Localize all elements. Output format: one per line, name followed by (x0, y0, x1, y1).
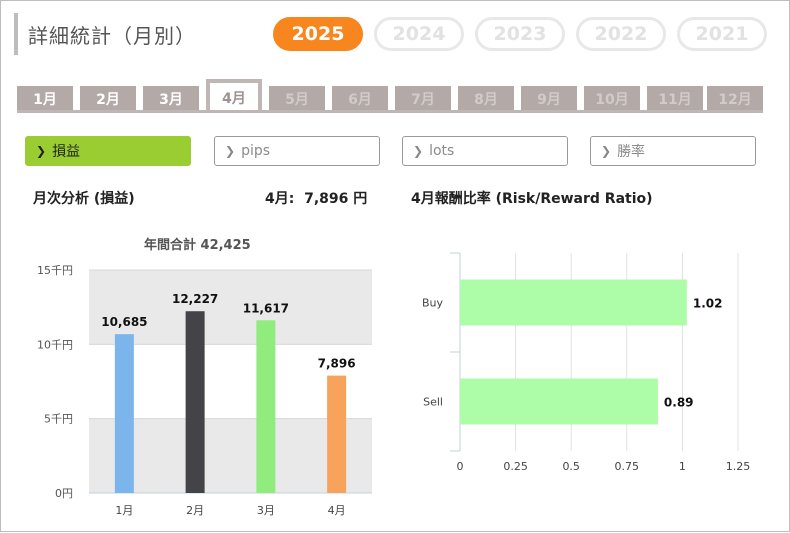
month-tab[interactable]: 2月 (80, 86, 136, 112)
ratio-title: 4月報酬比率 (Risk/Reward Ratio) (411, 191, 653, 207)
metric-button[interactable]: ❯ 損益 (25, 136, 191, 166)
month-tab[interactable]: 3月 (143, 86, 199, 112)
x-tick-label: 2月 (186, 504, 204, 517)
current-month-profit: 4月: 7,896 円 (265, 191, 368, 207)
month-tabs: 1月 2月 3月 4月 5月 6月 7月 8月 9月 10月 11月 12月 (17, 79, 763, 113)
metric-button-label: 勝率 (617, 144, 646, 160)
tab-underline (17, 110, 763, 113)
annual-total: 年間合計 42,425 (144, 238, 251, 253)
month-tab[interactable]: 11月 (647, 86, 703, 112)
year-pill[interactable]: 2021 (677, 17, 767, 51)
month-tab[interactable]: 4月 (206, 79, 262, 113)
metric-button[interactable]: ❯ lots (402, 136, 568, 166)
bar (114, 334, 134, 493)
metric-button-label: lots (429, 143, 455, 159)
y-tick-label: 15千円 (37, 264, 73, 277)
x-tick-label: 4月 (328, 504, 346, 517)
month-tab[interactable]: 12月 (707, 86, 763, 112)
year-pill[interactable]: 2022 (576, 17, 666, 51)
x-tick-label: 1.25 (726, 460, 751, 473)
bar-value-label: 0.89 (664, 396, 694, 410)
year-pill[interactable]: 2023 (475, 17, 565, 51)
month-tab[interactable]: 8月 (458, 86, 514, 112)
month-tab[interactable]: 5月 (269, 86, 325, 112)
month-tab[interactable]: 10月 (584, 86, 640, 112)
risk-reward-chart: 0 0.25 0.5 0.75 1 1.25 1.02 Buy 0.89 Sell (422, 252, 751, 473)
monthly-analysis-title: 月次分析 (損益) (33, 191, 135, 207)
y-tick-label: 0円 (55, 487, 73, 500)
year-pill[interactable]: 2024 (374, 17, 464, 51)
x-tick-label: 3月 (257, 504, 275, 517)
x-tick-label: 1月 (115, 504, 133, 517)
y-tick-label: Buy (422, 297, 444, 310)
bar (460, 279, 687, 326)
y-tick-label: 5千円 (44, 413, 73, 426)
chevron-right-icon: ❯ (36, 144, 47, 158)
page-title: 詳細統計（月別） (28, 23, 196, 48)
x-tick-label: 0 (457, 460, 464, 473)
x-tick-label: 0.75 (615, 460, 640, 473)
monthly-profit-chart: 0円 5千円 10千円 15千円 10,685 1月 12,227 2月 11,617 3月 7,8… (37, 264, 372, 517)
year-pill[interactable]: 2025 (273, 17, 363, 51)
bar-value-label: 10,685 (101, 315, 147, 329)
month-tab[interactable]: 9月 (521, 86, 577, 112)
x-tick-label: 1 (679, 460, 686, 473)
metric-button[interactable]: ❯ 勝率 (590, 136, 756, 166)
bar (185, 311, 205, 493)
y-tick-label: Sell (423, 396, 443, 409)
month-tab[interactable]: 7月 (395, 86, 451, 112)
grid-band (89, 270, 372, 345)
title-bar: 詳細統計（月別） (14, 13, 196, 55)
bar-value-label: 1.02 (693, 297, 723, 311)
grid-band (89, 344, 372, 419)
y-tick-label: 10千円 (37, 338, 73, 351)
chevron-right-icon: ❯ (601, 144, 612, 158)
month-tab[interactable]: 1月 (17, 86, 73, 112)
grid-band (89, 418, 372, 493)
year-selector: 2025 2024 2023 2022 2021 (273, 17, 767, 51)
bar-value-label: 11,617 (243, 301, 289, 315)
bar (256, 320, 276, 493)
x-tick-label: 0.5 (562, 460, 580, 473)
metric-button-label: pips (241, 143, 271, 159)
bar-value-label: 12,227 (172, 292, 218, 306)
metric-button[interactable]: ❯ pips (214, 136, 380, 166)
bar-value-label: 7,896 (318, 357, 356, 371)
chevron-right-icon: ❯ (225, 144, 236, 158)
metric-button-label: 損益 (52, 144, 81, 160)
month-tab[interactable]: 6月 (332, 86, 388, 112)
x-tick-label: 0.25 (503, 460, 528, 473)
chevron-right-icon: ❯ (413, 144, 424, 158)
bar (460, 378, 658, 425)
bar (327, 375, 347, 493)
